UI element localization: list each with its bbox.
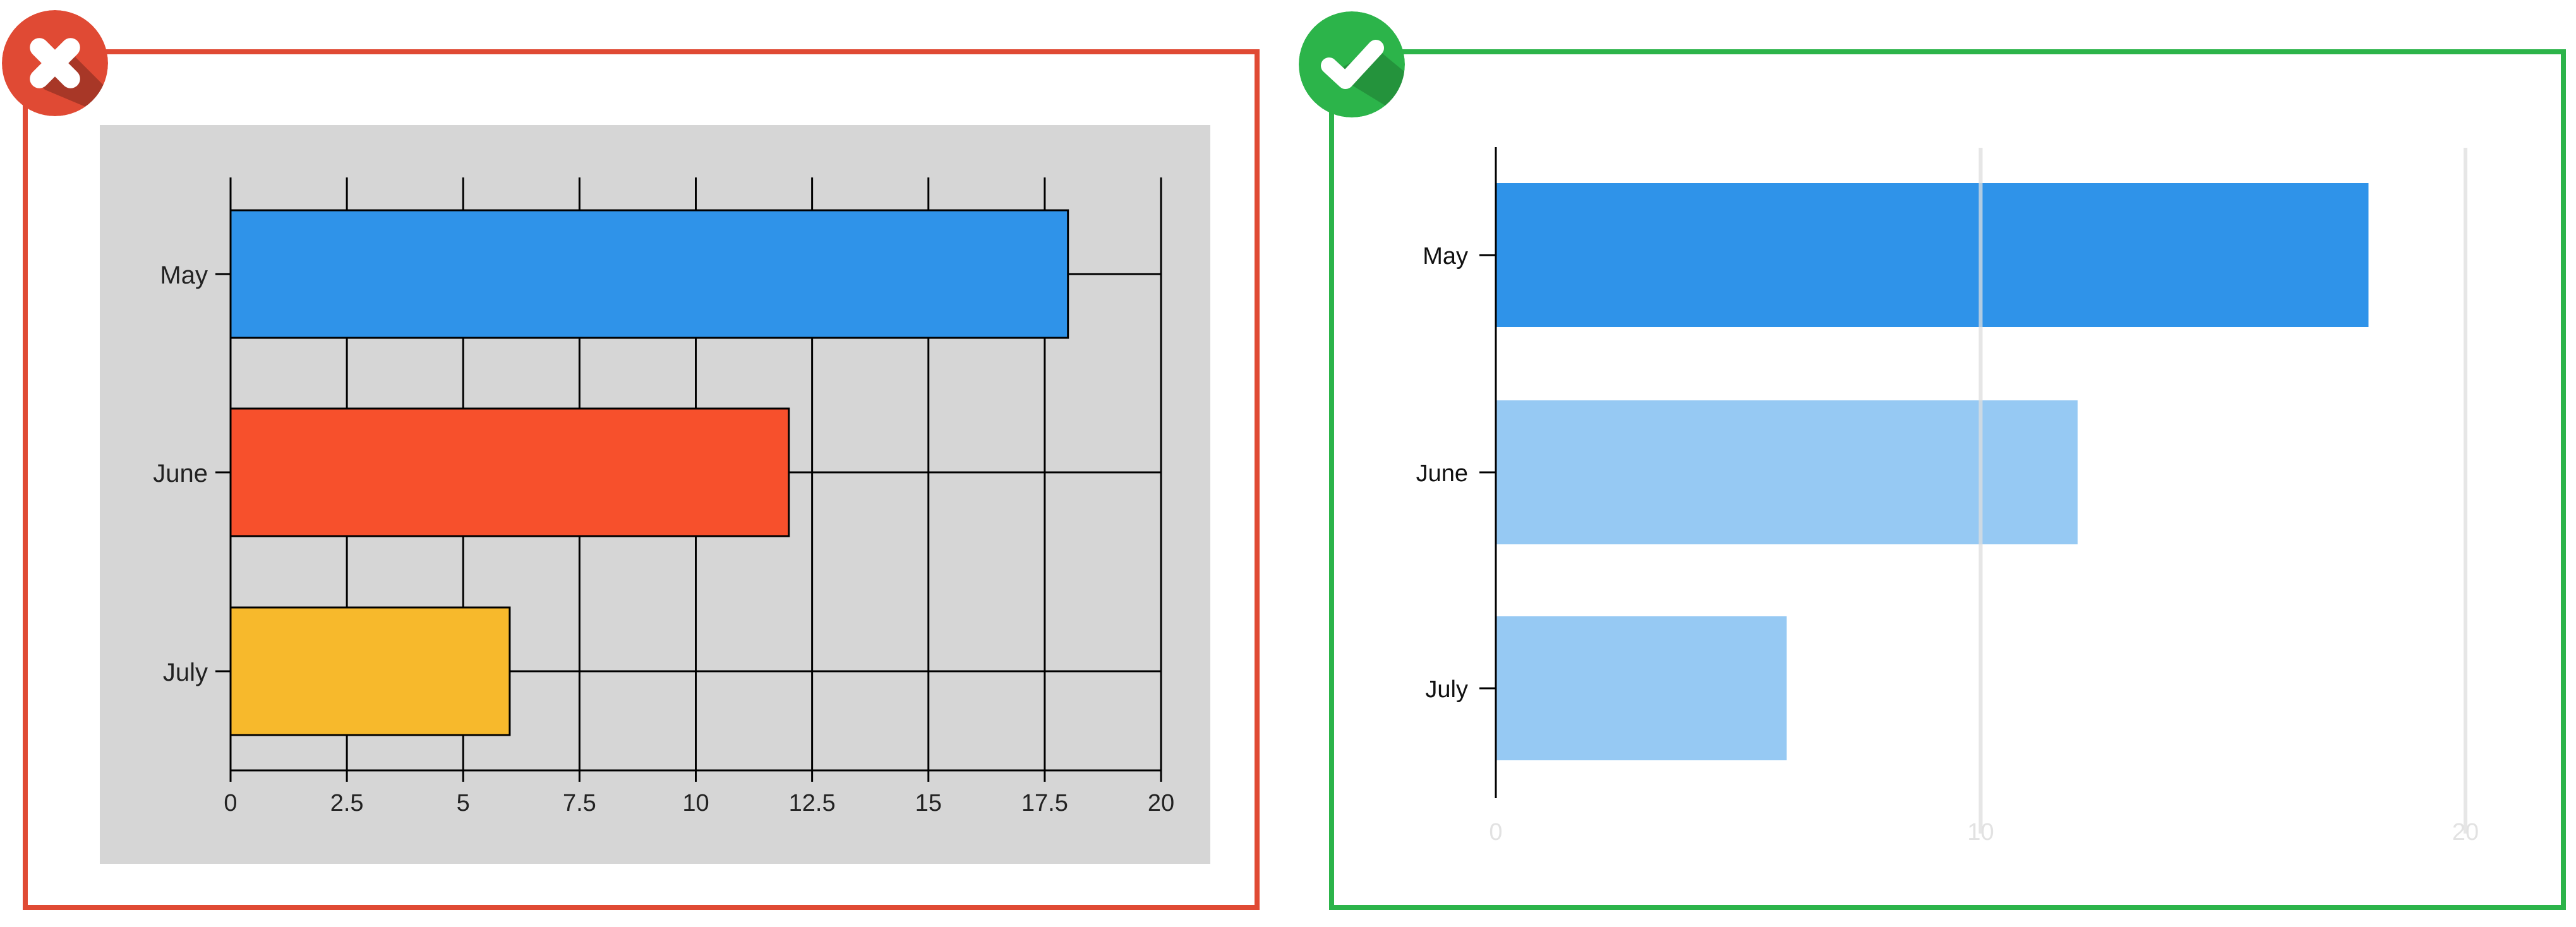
- y-tick-label: June: [1416, 460, 1468, 487]
- y-tick-label: July: [163, 659, 208, 686]
- bad-example-chart: May June July 0 2.5 5 7.5 10 12.5 15 17.5 20: [100, 125, 1210, 864]
- x-tick-label: 17.5: [1021, 790, 1068, 816]
- y-tick-label: May: [160, 261, 208, 289]
- x-tick-label: 15: [915, 790, 942, 816]
- x-tick-label: 0: [224, 790, 237, 816]
- y-tick-label: May: [1423, 243, 1468, 270]
- good-example-chart: May June July 0 10 20: [1416, 147, 2479, 846]
- bar-may: [1496, 183, 2369, 327]
- checkmark-icon: [1299, 11, 1405, 117]
- x-tick-label: 5: [457, 790, 470, 816]
- bar-june: [1496, 400, 2078, 544]
- y-tick-label: July: [1425, 676, 1468, 703]
- x-tick-label: 7.5: [563, 790, 596, 816]
- close-icon: [2, 10, 108, 116]
- x-tick-label: 2.5: [330, 790, 364, 816]
- y-tick-label: June: [153, 460, 208, 487]
- x-tick-label: 12.5: [789, 790, 836, 816]
- x-tick-label: 10: [682, 790, 709, 816]
- x-tick-label: 20: [2452, 819, 2479, 846]
- bar-july: [229, 606, 511, 736]
- bad-example-panel: May June July 0 2.5 5 7.5 10 12.5 15 17.5 20: [23, 49, 1260, 910]
- bar-june: [229, 407, 790, 537]
- bar-may: [229, 209, 1069, 339]
- x-tick-label: 0: [1489, 819, 1502, 846]
- good-example-panel: May June July 0 10 20: [1329, 49, 2566, 910]
- x-tick-label: 20: [1148, 790, 1174, 816]
- x-tick-label: 10: [1967, 819, 1994, 846]
- bar-july: [1496, 616, 1787, 760]
